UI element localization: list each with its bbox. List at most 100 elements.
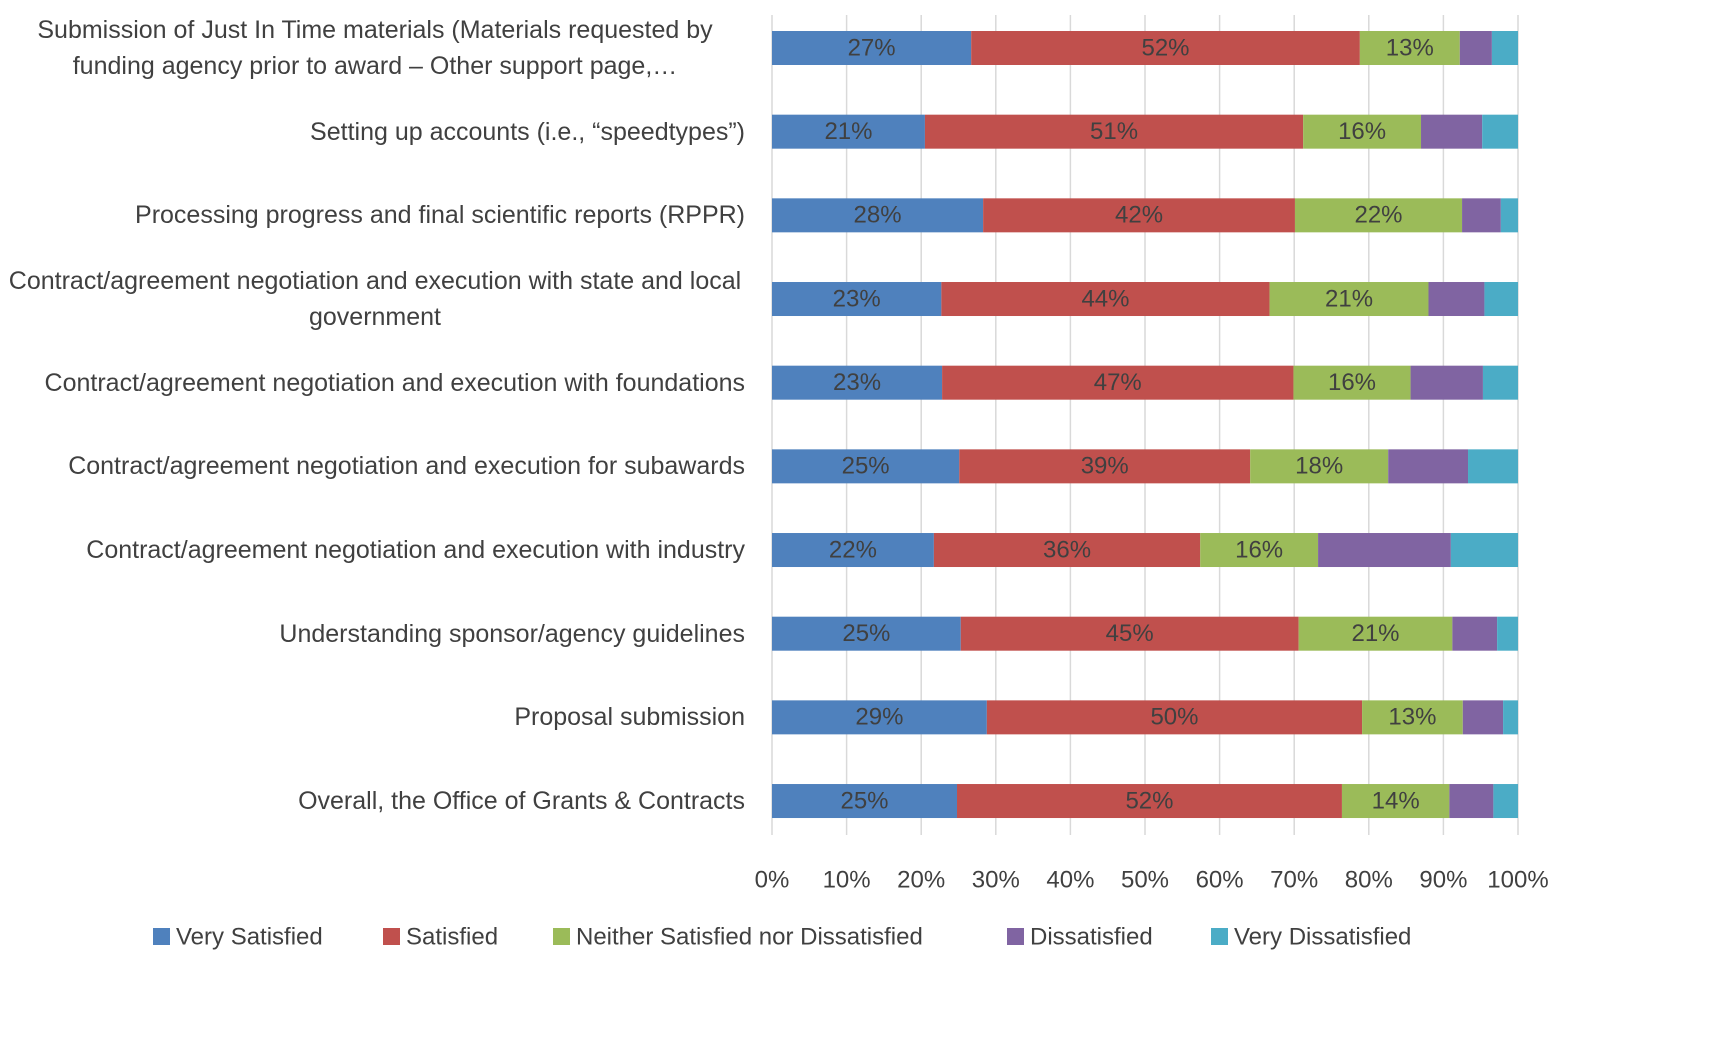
data-label: 13% xyxy=(1386,34,1434,61)
bar-segment xyxy=(971,31,1360,65)
x-tick-label: 80% xyxy=(1345,866,1393,893)
bar-segment xyxy=(1200,533,1319,568)
category-label-box: Proposal submission xyxy=(5,699,745,735)
bar-segment xyxy=(1359,31,1460,65)
bar-segment xyxy=(1421,114,1483,149)
bar-segment xyxy=(1303,114,1422,149)
bar-segment xyxy=(1293,365,1411,400)
y-tick-label: Submission of Just In Time materials (Ma… xyxy=(37,16,713,80)
data-label: 25% xyxy=(842,453,890,480)
category-label-box: Contract/agreement negotiation and execu… xyxy=(5,448,745,484)
x-tick-label: 100% xyxy=(1487,866,1548,893)
bar-segment xyxy=(772,533,934,568)
y-tick-label: Overall, the Office of Grants & Contract… xyxy=(298,787,745,816)
bar-segment xyxy=(960,616,1299,651)
data-label: 18% xyxy=(1295,453,1343,480)
data-label: 16% xyxy=(1338,118,1386,145)
y-tick-label: Contract/agreement negotiation and execu… xyxy=(8,267,742,331)
bar-segment xyxy=(1462,700,1504,735)
category-label-box: Processing progress and final scientific… xyxy=(5,197,745,233)
category-label-box: Overall, the Office of Grants & Contract… xyxy=(5,783,745,819)
data-label: 21% xyxy=(1351,620,1399,647)
bar-segment xyxy=(1503,700,1518,735)
bar-segment xyxy=(1497,616,1518,651)
category-label-box: Contract/agreement negotiation and execu… xyxy=(5,365,745,401)
data-label: 21% xyxy=(824,118,872,145)
bar-segment xyxy=(1452,616,1498,651)
bar-segment xyxy=(1428,282,1485,317)
bar-segment xyxy=(1294,198,1463,233)
data-label: 52% xyxy=(1125,787,1173,814)
bar-segment xyxy=(772,700,987,735)
data-label: 39% xyxy=(1081,453,1129,480)
data-label: 50% xyxy=(1150,704,1198,731)
bar-segment xyxy=(1449,784,1494,819)
y-tick-label: Contract/agreement negotiation and execu… xyxy=(44,368,745,397)
category-label-box: Contract/agreement negotiation and execu… xyxy=(5,532,745,568)
x-tick-label: 20% xyxy=(897,866,945,893)
legend-swatch xyxy=(1211,928,1228,945)
y-tick-label: Understanding sponsor/agency guidelines xyxy=(279,619,745,648)
data-label: 21% xyxy=(1325,285,1373,312)
bar-segment xyxy=(1462,198,1501,233)
category-label-box: Setting up accounts (i.e., “speedtypes”) xyxy=(5,114,745,150)
bar-segment xyxy=(1341,784,1450,819)
data-label: 52% xyxy=(1141,34,1189,61)
data-label: 45% xyxy=(1106,620,1154,647)
data-label: 42% xyxy=(1115,202,1163,229)
y-tick-label: Contract/agreement negotiation and execu… xyxy=(86,536,745,565)
category-label-box: Understanding sponsor/agency guidelines xyxy=(5,616,745,652)
data-label: 47% xyxy=(1094,369,1142,396)
bar-segment xyxy=(941,282,1270,317)
data-label: 22% xyxy=(829,536,877,563)
bar-segment xyxy=(772,616,961,651)
y-tick-label: Processing progress and final scientific… xyxy=(135,201,745,230)
bar-segment xyxy=(942,365,1294,400)
bar-segment xyxy=(986,700,1363,735)
x-tick-label: 30% xyxy=(972,866,1020,893)
bar-segment xyxy=(1269,282,1429,317)
bar-segment xyxy=(1318,533,1451,568)
bar-segment xyxy=(1482,365,1518,400)
y-tick-label: Contract/agreement negotiation and execu… xyxy=(68,452,745,481)
legend-swatch xyxy=(1007,928,1024,945)
bar-segment xyxy=(1250,449,1389,484)
data-label: 16% xyxy=(1235,536,1283,563)
data-label: 44% xyxy=(1081,285,1129,312)
data-label: 27% xyxy=(848,34,896,61)
x-tick-label: 0% xyxy=(755,866,790,893)
bar-segment xyxy=(772,365,943,400)
bar-segment xyxy=(772,114,925,149)
data-label: 23% xyxy=(833,285,881,312)
bar-segment xyxy=(772,784,958,819)
legend-label: Very Dissatisfied xyxy=(1234,923,1411,950)
data-label: 51% xyxy=(1090,118,1138,145)
x-tick-label: 50% xyxy=(1121,866,1169,893)
legend-label: Neither Satisfied nor Dissatisfied xyxy=(576,923,923,950)
data-label: 25% xyxy=(842,620,890,647)
bar-segment xyxy=(1362,700,1463,735)
bar-segment xyxy=(1468,449,1518,484)
legend-label: Very Satisfied xyxy=(176,923,323,950)
category-label-box: Submission of Just In Time materials (Ma… xyxy=(5,12,745,84)
legend-swatch xyxy=(383,928,400,945)
bar-segment xyxy=(983,198,1295,233)
data-label: 13% xyxy=(1388,704,1436,731)
legend-label: Satisfied xyxy=(406,923,498,950)
x-tick-label: 90% xyxy=(1419,866,1467,893)
data-label: 25% xyxy=(840,787,888,814)
x-tick-label: 40% xyxy=(1046,866,1094,893)
bar-segment xyxy=(924,114,1304,149)
bar-segment xyxy=(1500,198,1518,233)
data-label: 14% xyxy=(1372,787,1420,814)
data-label: 23% xyxy=(833,369,881,396)
bar-segment xyxy=(772,449,960,484)
bar-segment xyxy=(1482,114,1518,149)
data-label: 28% xyxy=(854,202,902,229)
bar-segment xyxy=(1493,784,1518,819)
bar-segment xyxy=(772,198,984,233)
category-label-box: Contract/agreement negotiation and execu… xyxy=(5,263,745,335)
bar-segment xyxy=(772,282,942,317)
